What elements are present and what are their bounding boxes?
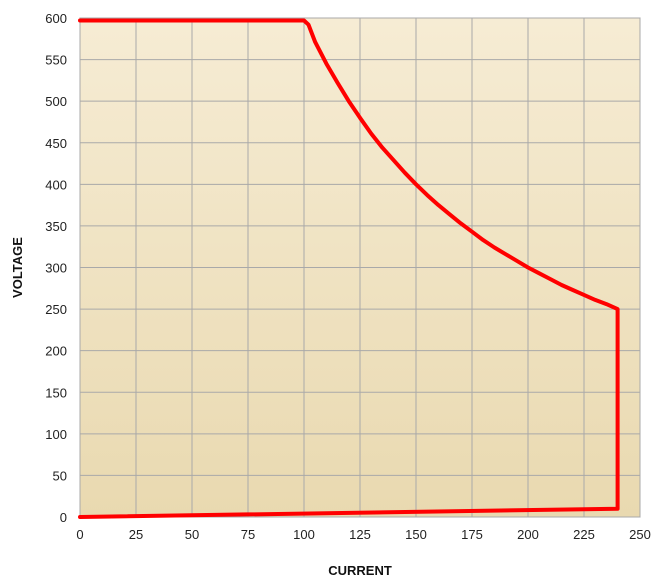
x-tick-label: 125 [349,527,371,542]
y-tick-label: 250 [45,302,67,317]
y-tick-label: 350 [45,219,67,234]
y-tick-label: 400 [45,177,67,192]
y-tick-label: 600 [45,11,67,26]
x-axis-title: CURRENT [328,563,392,578]
x-tick-label: 50 [185,527,199,542]
y-tick-label: 550 [45,53,67,68]
x-tick-label: 0 [76,527,83,542]
y-axis-title: VOLTAGE [10,237,25,298]
x-tick-label: 25 [129,527,143,542]
x-tick-label: 100 [293,527,315,542]
y-tick-label: 500 [45,94,67,109]
x-tick-label: 150 [405,527,427,542]
x-tick-label: 200 [517,527,539,542]
y-tick-label: 150 [45,385,67,400]
x-tick-label: 250 [629,527,651,542]
voltage-current-series-line [78,18,620,519]
y-tick-label: 300 [45,261,67,276]
x-axis-ticks: 0 25 50 75 100 125 150 175 200 225 250 [76,527,650,542]
series-group [78,18,620,519]
y-axis-ticks: 0 50 100 150 200 250 300 350 400 450 500 550 600 [45,11,67,525]
x-tick-label: 175 [461,527,483,542]
y-tick-label: 0 [60,510,67,525]
gridlines [79,17,641,518]
x-tick-label: 225 [573,527,595,542]
y-tick-label: 100 [45,427,67,442]
y-tick-label: 200 [45,344,67,359]
x-tick-label: 75 [241,527,255,542]
y-tick-label: 450 [45,136,67,151]
y-tick-label: 50 [53,468,67,483]
